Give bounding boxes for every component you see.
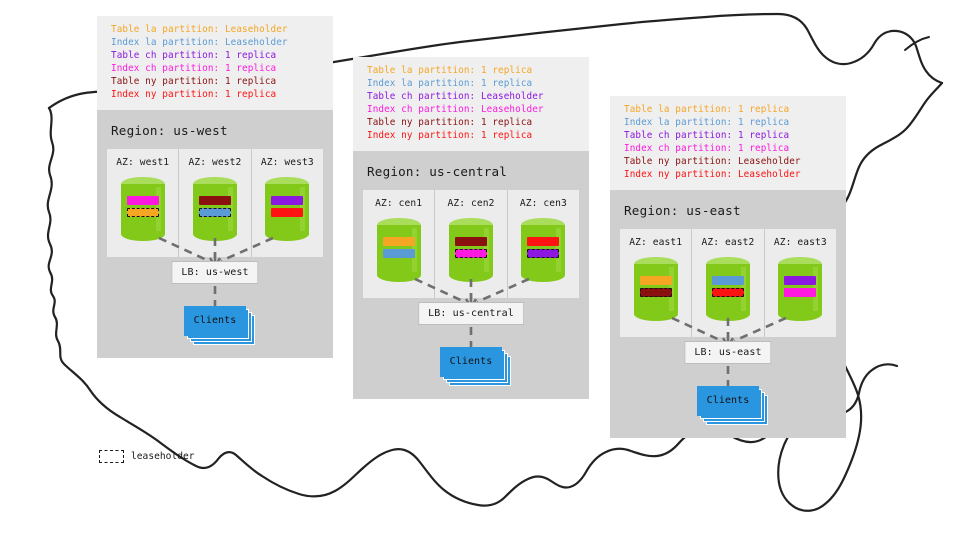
node-cylinder <box>376 217 421 282</box>
load-balancer-us-east[interactable]: LB: us-east <box>684 340 772 364</box>
az-label: AZ: cen3 <box>519 197 567 209</box>
region-title: Region: us-west <box>111 122 228 138</box>
replica-stripe-index-ch <box>784 287 817 297</box>
legend-line: Index ny partition: 1 replica <box>111 89 277 101</box>
legend-line: Table la partition: Leaseholder <box>111 24 288 35</box>
node-cylinder <box>120 176 165 241</box>
az-east2[interactable]: AZ: east2 <box>691 228 763 337</box>
az-label: AZ: east1 <box>629 236 683 248</box>
replica-stripe-index-ny <box>527 236 560 246</box>
legend-line: Table ny partition: Leaseholder <box>624 156 801 168</box>
legend-line: Table la partition: 1 replica <box>624 104 790 115</box>
legend-line: Table ch partition: Leaseholder <box>367 91 544 103</box>
node-cylinder <box>705 256 750 321</box>
node-cylinder <box>265 176 310 241</box>
az-label: AZ: east2 <box>701 236 755 248</box>
legend-line: Table ny partition: 1 replica <box>111 76 277 88</box>
clients-stack[interactable]: Clients <box>184 305 255 345</box>
node-cylinder <box>521 217 566 282</box>
legend-line: Index ch partition: 1 replica <box>624 143 790 155</box>
az-label: AZ: west2 <box>188 156 242 168</box>
replica-stripe-index-ch <box>126 195 159 205</box>
region-body-us-central: Region: us-central AZ: cen1 AZ: cen2 <box>353 150 589 399</box>
region-legend-us-central: Table la partition: 1 replica Index la p… <box>353 57 589 151</box>
replica-stripe-index-ny <box>271 207 304 217</box>
az-east1[interactable]: AZ: east1 <box>620 229 691 337</box>
region-us-east: Table la partition: 1 replica Index la p… <box>610 96 846 438</box>
replica-stripe-index-ch-leaseholder <box>454 248 487 258</box>
az-west1[interactable]: AZ: west1 <box>107 149 178 257</box>
az-cen1[interactable]: AZ: cen1 <box>363 190 434 298</box>
node-cylinder <box>778 256 823 321</box>
replica-stripe-index-la <box>711 275 744 285</box>
replica-stripe-table-ny <box>454 236 487 246</box>
az-east3[interactable]: AZ: east3 <box>763 228 836 337</box>
region-body-us-east: Region: us-east AZ: east1 AZ: east2 <box>610 189 846 438</box>
az-cen2[interactable]: AZ: cen2 <box>434 189 506 298</box>
node-cylinder <box>448 217 493 282</box>
az-label: AZ: west3 <box>260 156 314 168</box>
clients-stack[interactable]: Clients <box>440 346 511 386</box>
az-strip-us-central: AZ: cen1 AZ: cen2 <box>363 189 579 298</box>
legend-line: Index ny partition: 1 replica <box>367 130 533 142</box>
legend-line: Table ny partition: 1 replica <box>367 117 533 129</box>
az-strip-us-east: AZ: east1 AZ: east2 <box>620 228 836 337</box>
leaseholder-key-label: leaseholder <box>131 451 195 462</box>
region-legend-us-east: Table la partition: 1 replica Index la p… <box>610 96 846 190</box>
replica-stripe-table-ch <box>271 195 304 205</box>
legend-line: Index ny partition: Leaseholder <box>624 169 801 181</box>
replica-stripe-table-la-leaseholder <box>126 207 159 217</box>
legend-line: Index ch partition: 1 replica <box>111 63 277 75</box>
node-cylinder <box>192 176 237 241</box>
dashed-rect-icon <box>99 450 124 463</box>
legend-line: Table ch partition: 1 replica <box>111 50 277 62</box>
legend-line: Index ch partition: Leaseholder <box>367 104 544 116</box>
legend-line: Table la partition: 1 replica <box>367 65 533 76</box>
az-west3[interactable]: AZ: west3 <box>250 148 323 257</box>
load-balancer-us-central[interactable]: LB: us-central <box>418 301 524 325</box>
az-label: AZ: west1 <box>116 156 170 168</box>
legend-line: Index la partition: Leaseholder <box>111 37 288 49</box>
replica-stripe-index-la-leaseholder <box>198 207 231 217</box>
legend-line: Index la partition: 1 replica <box>624 117 790 129</box>
replica-stripe-table-la <box>639 275 672 285</box>
clients-label: Clients <box>184 305 246 336</box>
replica-stripe-table-ch <box>784 275 817 285</box>
az-label: AZ: east3 <box>773 236 827 248</box>
clients-label: Clients <box>440 346 502 377</box>
replica-stripe-index-la <box>382 248 415 258</box>
region-title: Region: us-central <box>367 163 508 179</box>
az-cen3[interactable]: AZ: cen3 <box>506 189 579 298</box>
legend-line: Table ch partition: 1 replica <box>624 130 790 142</box>
region-body-us-west: Region: us-west AZ: west1 AZ: west2 <box>97 109 333 358</box>
replica-stripe-table-la <box>382 236 415 246</box>
az-west2[interactable]: AZ: west2 <box>178 148 250 257</box>
clients-wrapper: Clients <box>440 346 511 386</box>
legend-line: Index la partition: 1 replica <box>367 78 533 90</box>
replica-stripe-table-ny-leaseholder <box>639 287 672 297</box>
az-label: AZ: cen2 <box>447 197 495 209</box>
leaseholder-key: leaseholder <box>99 450 195 463</box>
replica-stripe-table-ny <box>198 195 231 205</box>
az-label: AZ: cen1 <box>375 197 423 209</box>
region-us-west: Table la partition: Leaseholder Index la… <box>97 16 333 358</box>
clients-wrapper: Clients <box>697 385 768 425</box>
replica-stripe-index-ny-leaseholder <box>711 287 744 297</box>
replica-stripe-table-ch-leaseholder <box>527 248 560 258</box>
clients-stack[interactable]: Clients <box>697 385 768 425</box>
load-balancer-us-west[interactable]: LB: us-west <box>171 260 259 284</box>
clients-label: Clients <box>697 385 759 416</box>
clients-wrapper: Clients <box>184 305 255 345</box>
az-strip-us-west: AZ: west1 AZ: west2 <box>107 148 323 257</box>
region-legend-us-west: Table la partition: Leaseholder Index la… <box>97 16 333 110</box>
region-us-central: Table la partition: 1 replica Index la p… <box>353 57 589 399</box>
node-cylinder <box>633 256 678 321</box>
region-title: Region: us-east <box>624 202 741 218</box>
